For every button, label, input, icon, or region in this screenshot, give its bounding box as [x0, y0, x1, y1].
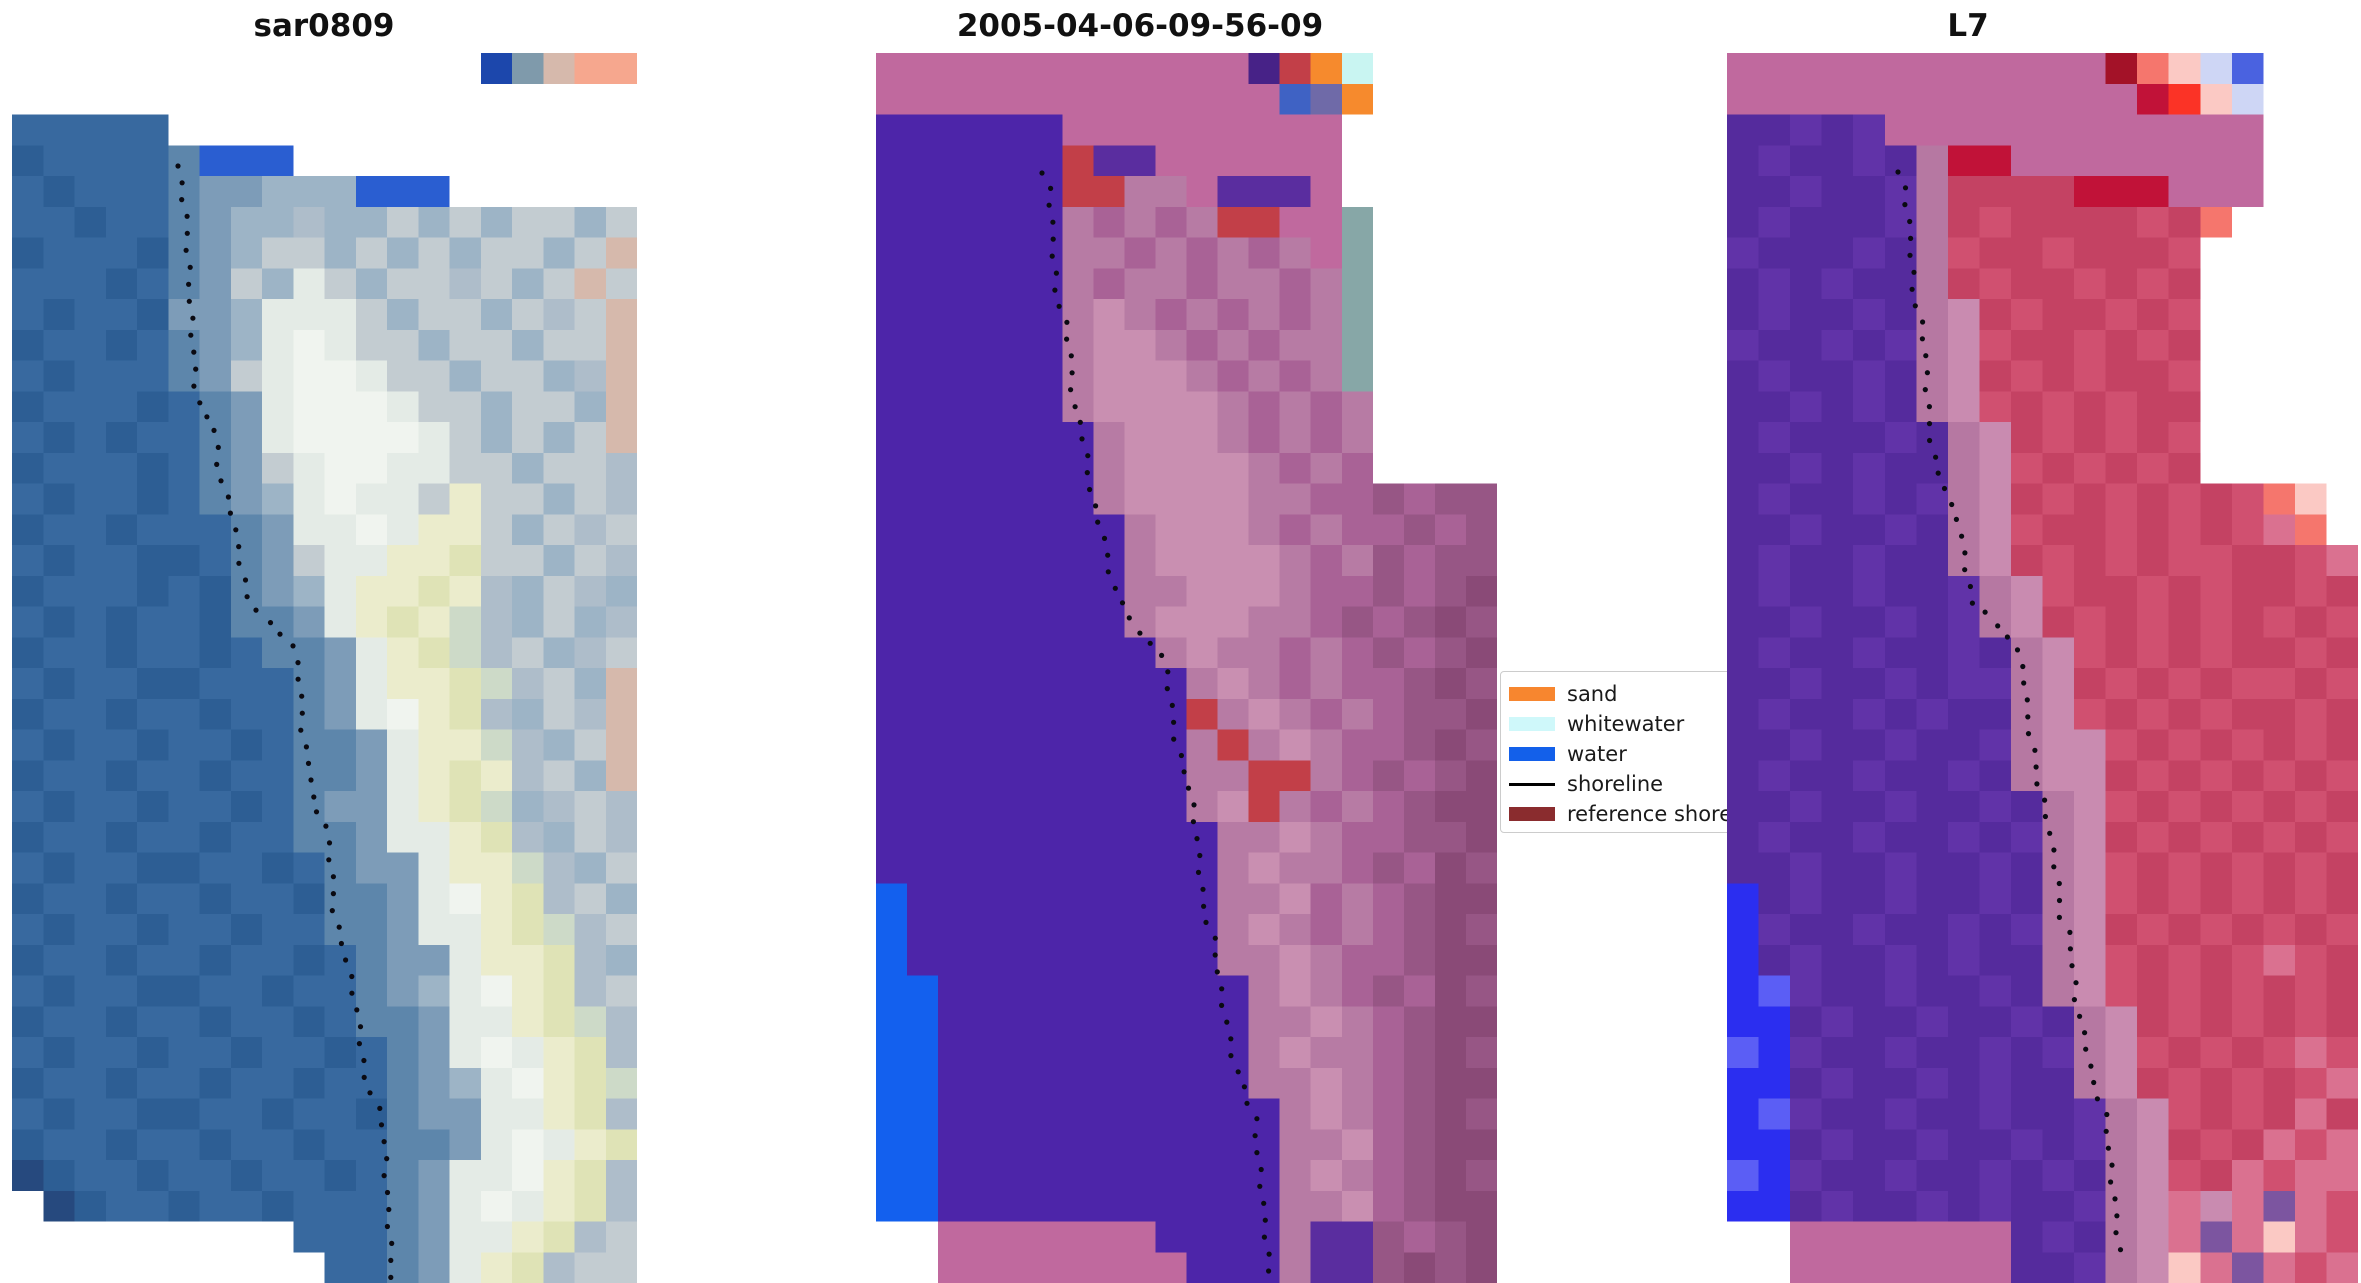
- reference-shoreline-swatch-icon: [1509, 807, 1555, 821]
- legend-label-whitewater: whitewater: [1567, 712, 1685, 736]
- legend-item-water: water: [1509, 739, 1749, 769]
- satellite-image-l7: [1727, 53, 2358, 1283]
- classified-image-2005-04-06: [876, 53, 1497, 1283]
- satellite-image-sar0809: [12, 53, 637, 1283]
- panel-title-sar0809: sar0809: [253, 8, 395, 44]
- panel-title-date: 2005-04-06-09-56-09: [956, 8, 1324, 44]
- legend-label-sand: sand: [1567, 682, 1618, 706]
- legend-item-sand: sand: [1509, 679, 1749, 709]
- legend-item-shoreline: shoreline: [1509, 769, 1749, 799]
- sand-swatch-icon: [1509, 687, 1555, 701]
- legend-item-whitewater: whitewater: [1509, 709, 1749, 739]
- legend-item-reference-shoreline: reference shoreline: [1509, 799, 1770, 829]
- whitewater-swatch-icon: [1509, 717, 1555, 731]
- panel-title-l7: L7: [1947, 8, 1989, 44]
- water-swatch-icon: [1509, 747, 1555, 761]
- legend: sand whitewater water shoreline referenc…: [1500, 671, 1770, 833]
- legend-label-shoreline: shoreline: [1567, 772, 1664, 796]
- shoreline-line-icon: [1509, 782, 1555, 786]
- legend-label-water: water: [1567, 742, 1627, 766]
